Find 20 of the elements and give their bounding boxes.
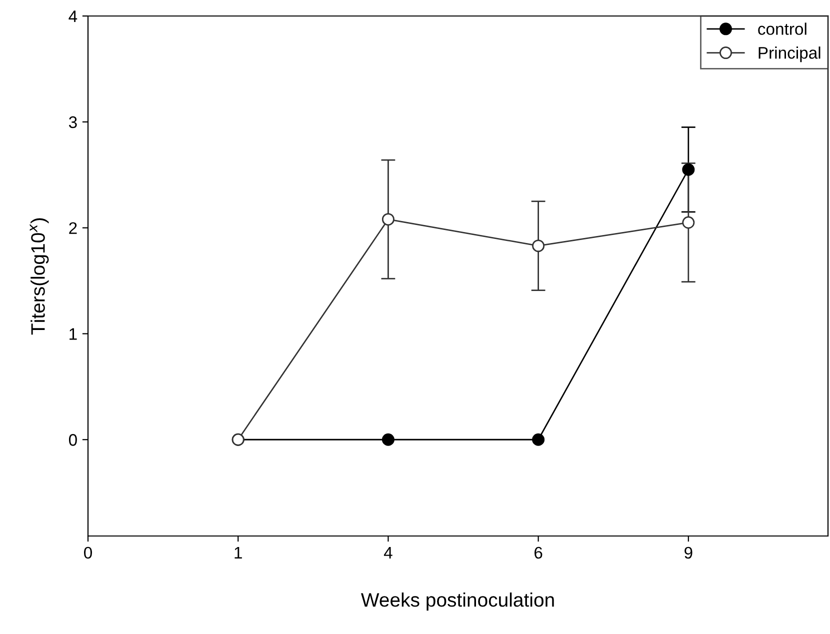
legend-label: control <box>758 22 806 35</box>
y-axis-title: Titers(log10$^{x}$) <box>30 218 49 335</box>
point <box>532 433 545 446</box>
x-tick-label: 4 <box>384 547 392 558</box>
point <box>682 216 695 229</box>
point <box>382 433 394 446</box>
y-tick-label: 4 <box>68 10 78 22</box>
y-tick-label: 0 <box>68 434 77 446</box>
y-tick-label: 1 <box>70 328 77 340</box>
point <box>532 240 545 252</box>
point <box>382 213 394 226</box>
point <box>682 163 695 176</box>
x-tick-label: 9 <box>684 546 692 559</box>
x-tick-label: 1 <box>234 547 242 558</box>
x-tick-label: 0 <box>84 546 92 559</box>
x-axis-title: Weeks postinoculation <box>360 592 554 611</box>
x-tick-label: 6 <box>534 546 542 559</box>
legend-label: Principal <box>758 46 820 62</box>
y-tick-label: 3 <box>68 116 77 128</box>
y-tick-label: 2 <box>69 222 77 234</box>
